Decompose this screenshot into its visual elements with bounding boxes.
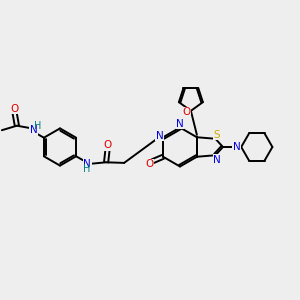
- Text: N: N: [156, 131, 164, 141]
- Text: O: O: [145, 159, 153, 169]
- Text: H: H: [34, 121, 41, 131]
- Text: N: N: [29, 125, 37, 135]
- Text: O: O: [11, 103, 19, 114]
- Text: N: N: [83, 159, 91, 169]
- Text: N: N: [176, 119, 184, 129]
- Text: H: H: [83, 164, 90, 174]
- Text: N: N: [232, 142, 240, 152]
- Text: S: S: [214, 130, 220, 140]
- Text: O: O: [183, 107, 191, 117]
- Text: N: N: [213, 155, 221, 165]
- Text: O: O: [103, 140, 112, 150]
